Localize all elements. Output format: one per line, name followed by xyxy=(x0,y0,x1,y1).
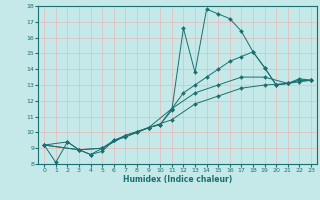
X-axis label: Humidex (Indice chaleur): Humidex (Indice chaleur) xyxy=(123,175,232,184)
